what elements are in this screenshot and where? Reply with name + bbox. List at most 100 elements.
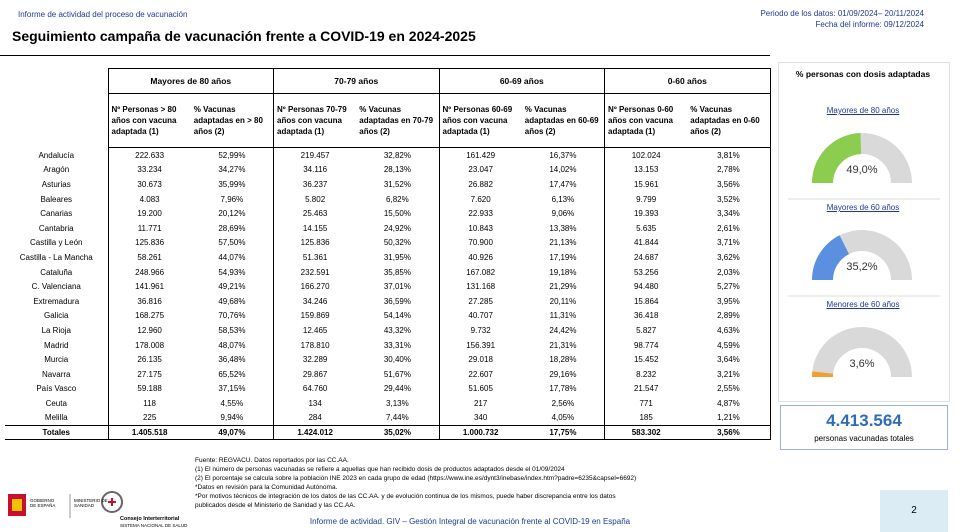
cell: 24,92% <box>356 220 440 236</box>
totals-cell: 583.302 <box>604 425 688 441</box>
region: La Rioja <box>41 325 71 335</box>
cell: 3,62% <box>687 250 771 265</box>
cell: 185 <box>604 410 688 426</box>
cell: 58.261 <box>107 250 191 265</box>
logo-council <box>101 491 123 513</box>
cell: 53.256 <box>604 264 688 280</box>
gauge-value-label: 49,0% <box>846 164 877 176</box>
cell: 166.270 <box>273 279 357 294</box>
region: Baleares <box>40 194 73 204</box>
table-row: Navarra 27.175 65,52% 29.867 51,67% 22.607 29,… <box>5 366 771 382</box>
column-header: % Vacunas adaptadas en 0-60 años (2) <box>687 93 771 148</box>
cell: 225 <box>107 410 191 426</box>
cell: 21,13% <box>521 235 606 251</box>
logo-gov: GOBIERNO DE ESPAÑA <box>30 498 56 508</box>
cell: 26.135 <box>107 352 191 367</box>
gauge-value <box>812 371 834 377</box>
cell: 21,29% <box>521 279 606 294</box>
cell: 24,42% <box>521 323 606 338</box>
cell: 5.635 <box>604 220 688 236</box>
cell: 8.232 <box>604 366 688 382</box>
table-row: Murcia 26.135 36,48% 32.289 30,40% 29.018 18,2… <box>5 352 771 367</box>
cell: 14.155 <box>273 220 357 236</box>
period: Periodo de los datos: 01/09/2024– 20/11/… <box>760 9 924 18</box>
gauge-value <box>812 133 862 183</box>
region: Aragón <box>43 165 70 175</box>
cell: 284 <box>273 410 357 426</box>
cell: 51,67% <box>356 366 440 382</box>
cell: 4,87% <box>687 396 771 411</box>
cell: 20,11% <box>521 293 606 309</box>
cell: 36.418 <box>604 308 688 324</box>
table-row: Castilla - La Mancha 58.261 44,07% 51.361 31… <box>5 250 771 265</box>
cell: 28,69% <box>190 220 275 236</box>
gauge-value <box>812 235 849 280</box>
notes: Fuente: REGVACU. Datos reportados por la… <box>195 456 755 510</box>
cell: 23.047 <box>438 162 522 178</box>
cell: 43,32% <box>356 323 440 338</box>
cell: 219.457 <box>273 147 357 163</box>
cell: 19.393 <box>604 206 688 221</box>
table-row: Baleares 4.083 7,96% 5.802 6,82% 7.620 6,13% 9.… <box>5 191 771 207</box>
cell: 7,44% <box>356 410 440 426</box>
cell: 29,44% <box>356 381 440 397</box>
cell: 2,56% <box>521 396 606 411</box>
cell: 37,01% <box>356 279 440 294</box>
logo-shield-inner <box>12 499 22 511</box>
cell: 771 <box>604 396 688 411</box>
note: *Por motivos técnicos de integración de … <box>195 493 616 500</box>
logo-ministry: MINISTERIO DE SANIDAD <box>74 498 108 508</box>
cell: 33,31% <box>356 337 440 353</box>
table-row: Madrid 178.008 48,07% 178.810 33,31% 156.391 2… <box>5 337 771 353</box>
logo-council-text: Consejo Interterritorial <box>120 516 180 522</box>
cell: 70.900 <box>438 235 522 251</box>
region: Andalucía <box>38 150 75 160</box>
cell: 2,89% <box>687 308 771 324</box>
cell: 44,07% <box>190 250 275 265</box>
cell: 21,31% <box>521 337 606 353</box>
totals-cell: 1.000.732 <box>438 425 522 441</box>
cell: 3,21% <box>687 366 771 382</box>
cell: 32,82% <box>356 147 440 163</box>
totals-cell: 35,02% <box>356 425 440 441</box>
cell: 58,53% <box>190 323 275 338</box>
group-header: 70-79 años <box>273 68 440 94</box>
cell: 29.018 <box>438 352 522 367</box>
region: Madrid <box>44 340 69 350</box>
cell: 5.827 <box>604 323 688 338</box>
cell: 3,95% <box>687 293 771 309</box>
cell: 161.429 <box>438 147 522 163</box>
cell: 9,94% <box>190 410 275 426</box>
cell: 2,03% <box>687 264 771 280</box>
column-header-row: Nº Personas > 80 años con vacuna adaptad… <box>5 93 771 148</box>
cell: 17,19% <box>521 250 606 265</box>
cell: 30,40% <box>356 352 440 367</box>
cell: 34,27% <box>190 162 275 178</box>
cell: 4.083 <box>107 191 191 207</box>
total-vaccinated: 4.413.564 <box>826 411 902 430</box>
table-row: Castilla y León 125.836 57,50% 125.836 50,32… <box>5 235 771 251</box>
gauge-label: Mayores de 80 años <box>826 106 900 115</box>
cell: 64.760 <box>273 381 357 397</box>
table-row: C. Valenciana 141.961 49,21% 166.270 37,01% 1… <box>5 279 771 294</box>
cell: 232.591 <box>273 264 357 280</box>
cell: 22.933 <box>438 206 522 221</box>
region: C. Valenciana <box>31 282 81 292</box>
cell: 102.024 <box>604 147 688 163</box>
cell: 159.869 <box>273 308 357 324</box>
cell: 36,48% <box>190 352 275 367</box>
cell: 32.289 <box>273 352 357 367</box>
cell: 248.966 <box>107 264 191 280</box>
table-row: Extremadura 36.816 49,68% 34.246 36,59% 27.28… <box>5 293 771 309</box>
totals-cell: 1.424.012 <box>273 425 357 441</box>
gauge-value-label: 35,2% <box>846 261 877 273</box>
region: Canarias <box>40 209 73 219</box>
cell: 27.285 <box>438 293 522 309</box>
gauge-value-label: 3,6% <box>849 358 874 370</box>
cell: 15.864 <box>604 293 688 309</box>
cell: 168.275 <box>107 308 191 324</box>
totals-label: Totales <box>5 425 108 441</box>
cell: 340 <box>438 410 522 426</box>
column-header: Nº Personas > 80 años con vacuna adaptad… <box>107 93 191 148</box>
cell: 178.810 <box>273 337 357 353</box>
